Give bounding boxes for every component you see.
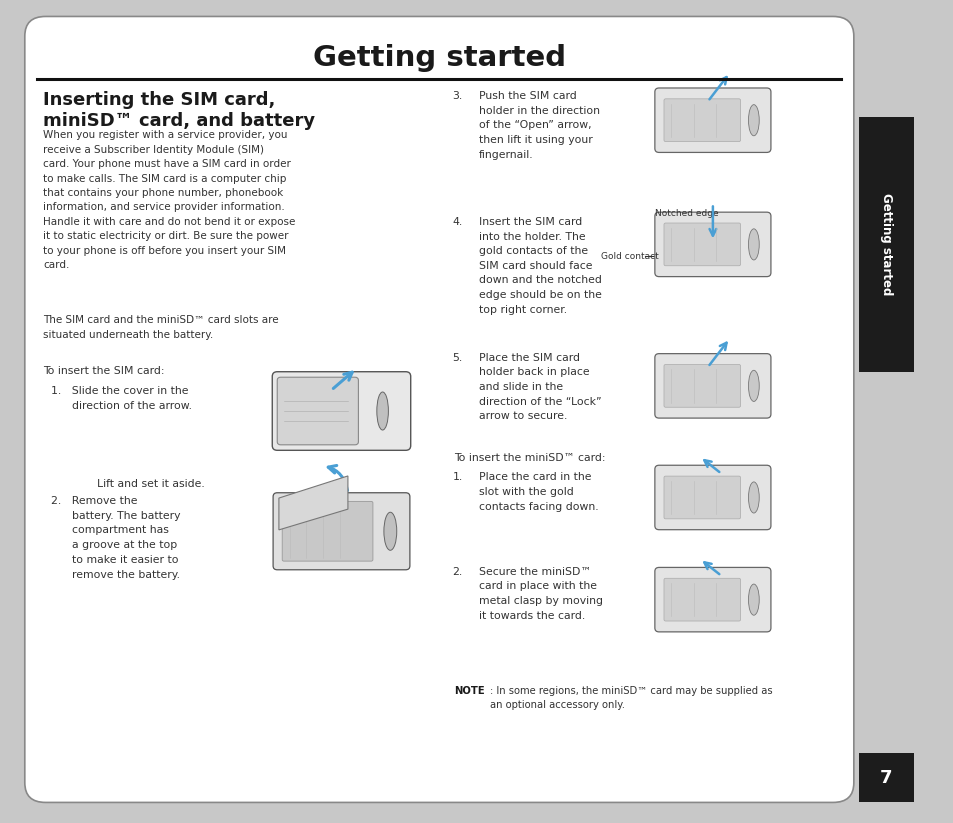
Text: To insert the miniSD™ card:: To insert the miniSD™ card: <box>454 453 605 463</box>
Ellipse shape <box>748 584 759 616</box>
FancyBboxPatch shape <box>663 579 740 621</box>
Text: 1.   Slide the cover in the
      direction of the arrow.: 1. Slide the cover in the direction of t… <box>51 386 193 411</box>
Polygon shape <box>278 476 348 530</box>
FancyBboxPatch shape <box>282 501 373 561</box>
Text: 7: 7 <box>879 769 892 787</box>
Text: Notched edge: Notched edge <box>654 209 718 218</box>
Text: 4.: 4. <box>452 217 462 227</box>
Text: 1.: 1. <box>452 472 462 482</box>
FancyBboxPatch shape <box>277 377 358 444</box>
Text: The SIM card and the miniSD™ card slots are
situated underneath the battery.: The SIM card and the miniSD™ card slots … <box>43 315 278 340</box>
Text: 2.   Remove the
      battery. The battery
      compartment has
      a groove : 2. Remove the battery. The battery compa… <box>51 496 181 580</box>
FancyBboxPatch shape <box>654 354 770 418</box>
FancyBboxPatch shape <box>272 372 411 450</box>
Text: Inserting the SIM card,: Inserting the SIM card, <box>43 91 275 109</box>
FancyBboxPatch shape <box>25 16 853 802</box>
Text: Getting started: Getting started <box>313 44 565 72</box>
FancyBboxPatch shape <box>663 99 740 142</box>
Text: When you register with a service provider, you
receive a Subscriber Identity Mod: When you register with a service provide… <box>43 130 295 270</box>
FancyBboxPatch shape <box>858 753 913 802</box>
FancyBboxPatch shape <box>663 476 740 518</box>
Ellipse shape <box>376 392 388 430</box>
Text: : In some regions, the miniSD™ card may be supplied as
an optional accessory onl: : In some regions, the miniSD™ card may … <box>490 686 772 710</box>
Text: Gold contact: Gold contact <box>600 253 658 261</box>
Ellipse shape <box>748 105 759 136</box>
Text: 2.: 2. <box>452 567 462 577</box>
FancyBboxPatch shape <box>663 365 740 407</box>
Text: Insert the SIM card
into the holder. The
gold contacts of the
SIM card should fa: Insert the SIM card into the holder. The… <box>478 217 601 314</box>
Text: Place the SIM card
holder back in place
and slide in the
direction of the “Lock”: Place the SIM card holder back in place … <box>478 353 601 421</box>
Text: miniSD™ card, and battery: miniSD™ card, and battery <box>43 113 314 130</box>
Ellipse shape <box>748 370 759 402</box>
FancyBboxPatch shape <box>858 117 913 372</box>
Text: Place the card in the
slot with the gold
contacts facing down.: Place the card in the slot with the gold… <box>478 472 598 512</box>
Ellipse shape <box>748 229 759 260</box>
FancyBboxPatch shape <box>663 223 740 266</box>
Text: Getting started: Getting started <box>879 193 892 295</box>
Text: 3.: 3. <box>452 91 462 101</box>
Text: Lift and set it aside.: Lift and set it aside. <box>76 479 205 489</box>
Text: 5.: 5. <box>452 353 462 363</box>
Ellipse shape <box>748 482 759 513</box>
Ellipse shape <box>383 512 396 551</box>
FancyBboxPatch shape <box>654 465 770 530</box>
FancyBboxPatch shape <box>654 88 770 152</box>
FancyBboxPatch shape <box>273 493 410 570</box>
Text: To insert the SIM card:: To insert the SIM card: <box>43 366 164 376</box>
Text: NOTE: NOTE <box>454 686 484 696</box>
Text: Push the SIM card
holder in the direction
of the “Open” arrow,
then lift it usin: Push the SIM card holder in the directio… <box>478 91 599 160</box>
FancyBboxPatch shape <box>654 212 770 277</box>
Text: Secure the miniSD™
card in place with the
metal clasp by moving
it towards the c: Secure the miniSD™ card in place with th… <box>478 567 602 621</box>
FancyBboxPatch shape <box>654 567 770 632</box>
